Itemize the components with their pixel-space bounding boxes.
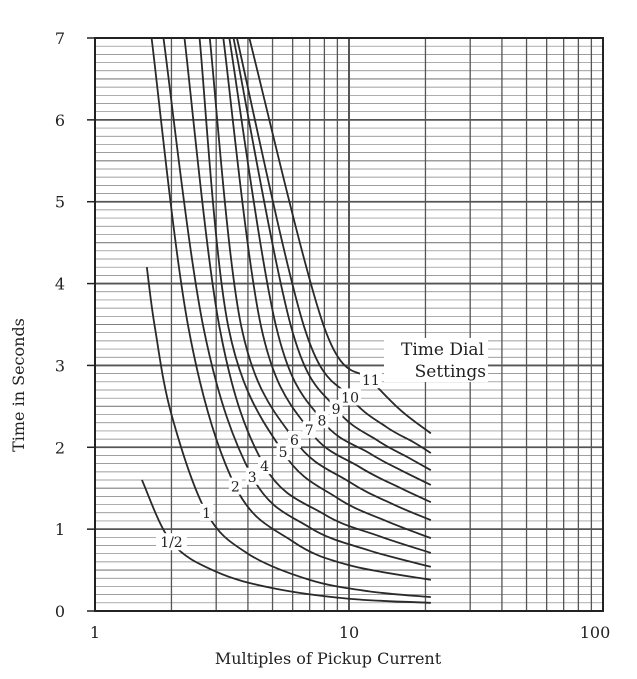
curves	[141, 37, 432, 604]
curve-1	[145, 267, 431, 598]
y-axis-label: Time in Seconds	[9, 318, 28, 452]
curve-label-background	[200, 503, 214, 521]
curve-label-background	[258, 457, 272, 475]
y-tick-label: 6	[55, 111, 65, 130]
curve-label-background	[287, 430, 301, 448]
curve-label-background	[228, 477, 242, 495]
curve-8	[228, 37, 432, 486]
y-tick-label: 5	[55, 193, 65, 212]
curve-10	[236, 37, 432, 454]
curve-7	[222, 37, 432, 503]
curve-label-background	[302, 421, 316, 439]
curve-label-background	[339, 388, 362, 406]
y-tick-label: 3	[55, 356, 65, 375]
curve-label: 11	[362, 373, 380, 389]
curve-label: 1/2	[160, 535, 183, 551]
curve-label-background	[315, 411, 329, 429]
curve-label: 3	[248, 470, 257, 486]
curve-label: 2	[231, 480, 240, 496]
curve-label: 8	[318, 413, 327, 429]
y-tick-label: 1	[55, 520, 65, 539]
curve-11	[248, 37, 432, 435]
curve-label: 1	[202, 506, 211, 522]
curve-label: 9	[332, 402, 341, 418]
curve-label-background	[245, 467, 259, 485]
annotation-line1: Time Dial	[401, 340, 484, 360]
curve-label: 4	[260, 459, 269, 475]
curve-label: 5	[279, 445, 288, 461]
annotation-line2: Settings	[415, 362, 486, 382]
curve-label-background	[155, 533, 187, 551]
curve-label-background	[276, 443, 290, 461]
y-tick-label: 7	[55, 29, 65, 48]
x-axis-label: Multiples of Pickup Current	[215, 649, 442, 668]
y-tick-label: 4	[55, 275, 65, 294]
curve-label: 10	[341, 390, 359, 406]
x-tick-label: 10	[339, 623, 359, 642]
curve-label: 7	[305, 423, 314, 439]
x-tick-label: 1	[90, 623, 100, 642]
annotation-background	[384, 338, 488, 382]
curve-label: 6	[290, 433, 299, 449]
grid	[94, 37, 604, 612]
x-tick-label: 100	[580, 623, 611, 642]
curve-4	[183, 37, 432, 554]
y-tick-label: 2	[55, 438, 65, 457]
curve-label-background	[359, 371, 382, 389]
plot-frame	[94, 37, 604, 612]
y-tick-label: 0	[55, 602, 65, 621]
